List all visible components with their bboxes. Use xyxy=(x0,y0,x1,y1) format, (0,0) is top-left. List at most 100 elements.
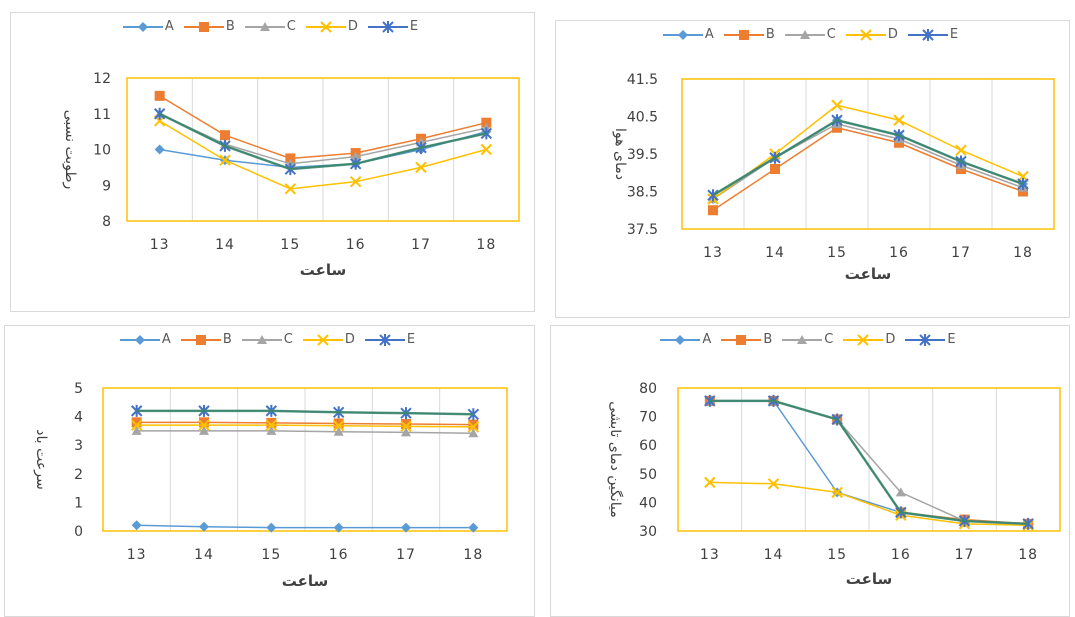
data-point-d xyxy=(831,486,843,499)
legend-item-b: B xyxy=(723,27,779,42)
data-point-c xyxy=(266,425,277,435)
y-axis-label: دمای هوا xyxy=(612,128,628,180)
data-point-c xyxy=(333,426,344,436)
y-tick-label: 1 xyxy=(74,495,83,511)
x-tick-label: 15 xyxy=(280,237,300,253)
data-point-a xyxy=(468,522,479,533)
y-tick-label: 70 xyxy=(639,410,657,426)
data-point-d xyxy=(400,420,412,433)
legend-label-a: A xyxy=(164,19,174,34)
data-point-d xyxy=(284,183,297,195)
series-d xyxy=(130,419,480,433)
legend-swatch-e xyxy=(905,333,946,346)
data-point-d xyxy=(831,99,843,111)
y-tick-label: 10 xyxy=(93,143,111,159)
data-point-b xyxy=(220,130,230,141)
data-point-b xyxy=(285,153,296,164)
y-axis-label: سرعت باد xyxy=(33,429,49,489)
legend-swatch-a xyxy=(662,29,703,40)
data-point-c xyxy=(131,425,142,435)
y-tick-label: 40 xyxy=(639,495,657,511)
x-tick-label: 16 xyxy=(889,245,909,261)
legend-label-b: B xyxy=(225,19,235,34)
series-line-d xyxy=(136,424,474,428)
data-point-d xyxy=(467,421,480,433)
data-point-b xyxy=(266,417,277,428)
x-tick-label: 13 xyxy=(150,237,170,253)
chart-svg: 0 1 2 3 4 5 13 14 15 16 17 18 ساعت سرعت باد xyxy=(33,381,508,590)
x-tick-label: 14 xyxy=(765,245,785,261)
data-point-a xyxy=(401,522,411,533)
legend-item-d: D xyxy=(845,27,902,42)
plot-area-border xyxy=(126,77,520,222)
legend-swatch-c xyxy=(782,334,823,344)
data-point-d xyxy=(955,144,967,156)
data-point-b xyxy=(708,205,718,216)
legend-swatch-b xyxy=(721,334,762,345)
legend-item-e: E xyxy=(907,27,962,42)
chart-svg: 8 9 10 11 12 13 14 15 16 17 18 ساعت رطوبت نسبی xyxy=(62,71,520,279)
legend-item-a: A xyxy=(660,332,715,347)
legend-swatch-d xyxy=(302,333,343,346)
x-tick-label: 17 xyxy=(396,547,416,563)
x-tick-label: 16 xyxy=(346,237,366,253)
y-tick-label: 41.5 xyxy=(627,72,658,88)
data-point-a xyxy=(131,520,142,531)
legend-swatch-e xyxy=(364,333,405,346)
x-tick-label: 16 xyxy=(329,547,349,563)
legend-swatch-a xyxy=(119,334,160,345)
legend-swatch-b xyxy=(723,29,764,40)
legend-swatch-c xyxy=(244,21,285,31)
series-e-overlay-line xyxy=(712,118,1024,197)
y-tick-label: 8 xyxy=(102,214,111,230)
data-point-d xyxy=(198,419,210,431)
legend-label-a: A xyxy=(704,27,714,42)
x-axis-label: ساعت xyxy=(300,261,347,279)
data-point-d xyxy=(893,114,905,126)
legend-label-c: C xyxy=(286,19,296,34)
series-c xyxy=(131,425,479,438)
x-tick-label: 15 xyxy=(261,547,281,563)
data-point-d xyxy=(219,154,231,166)
x-tick-label: 18 xyxy=(476,237,496,253)
legend-item-c: C xyxy=(782,332,837,347)
data-point-c xyxy=(350,151,361,161)
legend-label-e: E xyxy=(406,332,416,347)
x-tick-label: 17 xyxy=(411,237,431,253)
chart-svg: 37.5 38.5 39.5 40.5 41.5 13 14 15 16 17 18 ساعت دمای… xyxy=(612,72,1055,283)
chart-legend: A B C D E xyxy=(551,332,1069,347)
series-line-c xyxy=(136,430,474,434)
x-tick-label: 18 xyxy=(1013,245,1033,261)
legend-label-e: E xyxy=(947,332,956,347)
x-axis-label: ساعت xyxy=(845,265,892,283)
legend-item-e: E xyxy=(364,332,419,347)
data-point-b xyxy=(481,117,492,128)
data-point-c xyxy=(401,427,411,437)
chart-panel-humidity: A B C D E 8 9 10 11 12 13 14 15 16 17 18 ساعت رطوبت نسبی xyxy=(10,12,535,312)
legend-item-b: B xyxy=(183,19,239,34)
legend-label-c: C xyxy=(826,27,836,42)
series-e-overlay-line xyxy=(136,409,474,416)
data-point-d xyxy=(265,419,278,431)
data-point-b xyxy=(333,418,344,429)
legend-item-b: B xyxy=(180,332,236,347)
x-tick-label: 18 xyxy=(463,547,483,563)
data-point-c xyxy=(468,428,479,438)
y-axis-label: رطوبت نسبی xyxy=(62,110,78,190)
data-point-a xyxy=(333,522,344,533)
legend-item-e: E xyxy=(905,332,959,347)
y-tick-label: 38.5 xyxy=(627,185,658,201)
y-tick-label: 60 xyxy=(639,438,657,454)
legend-swatch-a xyxy=(122,21,163,32)
legend-label-a: A xyxy=(702,332,712,347)
x-axis-label: ساعت xyxy=(282,572,329,590)
chart-panel-air-temperature: A B C D E 37.5 38.5 39.5 40.5 41.5 13 14 15 16 17 18 ساع… xyxy=(555,20,1070,318)
legend-swatch-e xyxy=(367,20,408,33)
legend-label-c: C xyxy=(824,332,834,347)
data-point-d xyxy=(349,175,362,188)
legend-item-a: A xyxy=(122,19,178,34)
data-point-b xyxy=(131,417,142,428)
series-b xyxy=(131,417,479,430)
legend-item-e: E xyxy=(367,19,422,34)
data-point-c xyxy=(895,487,906,497)
